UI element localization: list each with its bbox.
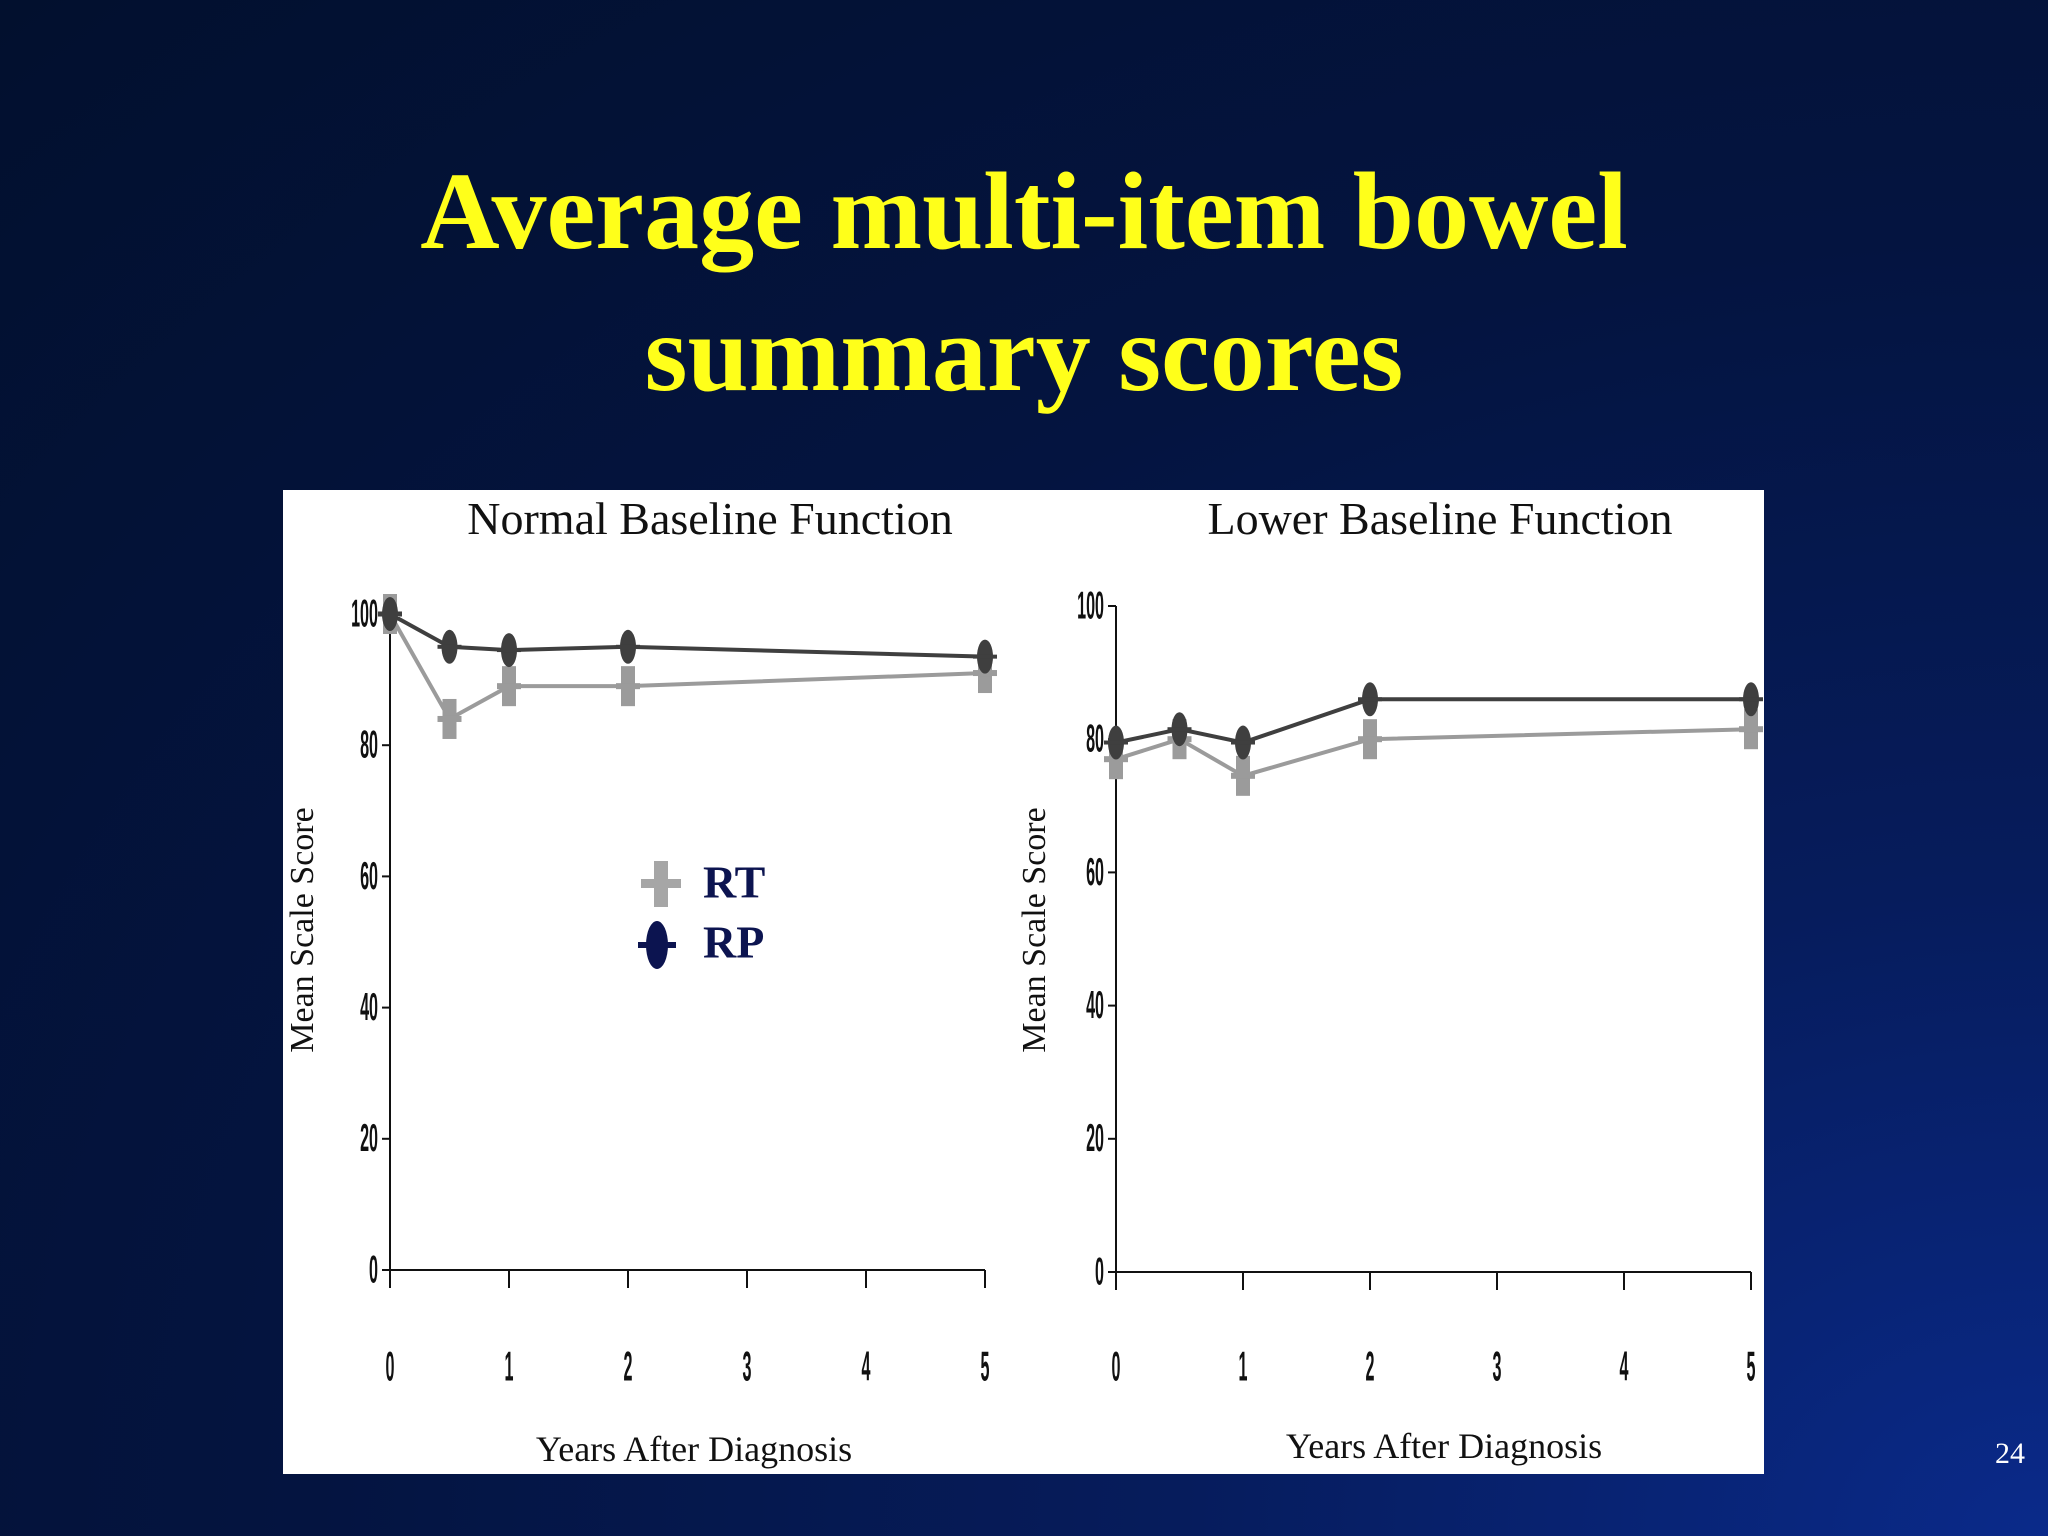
chart2-y-axis-label: Mean Scale Score bbox=[1016, 807, 1053, 1052]
chart1-x-tick-label: 5 bbox=[981, 1342, 990, 1389]
chart1-x-axis-label: Years After Diagnosis bbox=[536, 1429, 852, 1469]
chart2-x-axis-label: Years After Diagnosis bbox=[1286, 1426, 1602, 1466]
chart1-rp-marker-cross bbox=[378, 612, 402, 616]
chart2-x-tick-label: 5 bbox=[1747, 1342, 1756, 1389]
chart1-rt-marker-cross bbox=[437, 715, 462, 722]
chart1-x-tick-label: 2 bbox=[624, 1342, 633, 1389]
chart1-y-tick-label: 60 bbox=[360, 855, 378, 898]
chart2-y-tick-label: 60 bbox=[1086, 851, 1104, 894]
title-line-2: summary scores bbox=[644, 292, 1404, 414]
chart1-y-tick-label: 20 bbox=[360, 1117, 378, 1160]
chart2-x-tick-label: 4 bbox=[1620, 1342, 1629, 1389]
chart2-y-tick-label: 20 bbox=[1086, 1117, 1104, 1160]
chart2-rp-marker-cross bbox=[1167, 727, 1192, 732]
chart1-x-tick-label: 4 bbox=[862, 1342, 871, 1389]
title-line-1: Average multi-item bowel bbox=[420, 150, 1628, 272]
chart1-title: Normal Baseline Function bbox=[467, 493, 952, 544]
slide-title: Average multi-item bowel summary scores bbox=[0, 140, 2048, 424]
chart1-rp-marker-cross bbox=[616, 644, 640, 649]
chart1-x-tick-label: 1 bbox=[505, 1342, 514, 1389]
chart1-rp-line bbox=[389, 612, 986, 659]
chart1-rp-marker-cross bbox=[497, 648, 521, 653]
chart2-x-tick-label: 1 bbox=[1239, 1342, 1248, 1389]
chart1-rt-marker-cross bbox=[616, 683, 640, 690]
legend-rp-label: RP bbox=[703, 917, 764, 968]
chart2-rt-marker-cross bbox=[1739, 726, 1763, 733]
chart2-y-tick-label: 80 bbox=[1086, 718, 1104, 761]
chart2-rt-marker-cross bbox=[1231, 772, 1255, 779]
chart1-y-tick-label: 100 bbox=[351, 592, 378, 635]
chart2-x-tick-label: 0 bbox=[1112, 1342, 1121, 1389]
chart2-y-tick-label: 40 bbox=[1086, 984, 1104, 1027]
charts-svg: Normal Baseline Function Years After Diag… bbox=[284, 493, 1763, 1469]
chart2-y-tick-label: 100 bbox=[1077, 584, 1104, 627]
chart2-rp-marker-cross bbox=[1231, 740, 1255, 745]
chart1-rp-marker-cross bbox=[973, 654, 997, 659]
legend-rp-marker-cross bbox=[638, 942, 676, 948]
chart2-rt-marker-cross bbox=[1358, 736, 1382, 743]
legend-rt-label: RT bbox=[703, 857, 765, 908]
chart1-rt-marker-cross bbox=[497, 683, 521, 690]
chart1-x-tick-label: 0 bbox=[386, 1342, 395, 1389]
chart1-y-tick-label: 0 bbox=[369, 1248, 378, 1291]
chart1-rp-marker-cross bbox=[437, 644, 462, 649]
page-number: 24 bbox=[1995, 1437, 2025, 1470]
chart1-y-tick-label: 40 bbox=[360, 986, 378, 1029]
chart1-x-tick-label: 3 bbox=[743, 1342, 752, 1389]
chart1-rt-line bbox=[388, 613, 986, 722]
chart1-y-tick-label: 80 bbox=[360, 724, 378, 767]
legend-rt-marker-cross bbox=[641, 879, 681, 888]
chart2-rp-marker-cross bbox=[1358, 697, 1382, 702]
chart1-y-axis-label: Mean Scale Score bbox=[284, 807, 321, 1052]
chart2-x-tick-label: 3 bbox=[1493, 1342, 1502, 1389]
chart2-title: Lower Baseline Function bbox=[1207, 493, 1672, 544]
chart2-rp-marker-cross bbox=[1739, 697, 1763, 702]
chart-panel: Normal Baseline Function Years After Diag… bbox=[283, 490, 1764, 1474]
chart2-rp-marker-cross bbox=[1104, 740, 1128, 745]
chart2-x-tick-label: 2 bbox=[1366, 1342, 1375, 1389]
chart2-y-tick-label: 0 bbox=[1095, 1250, 1104, 1293]
